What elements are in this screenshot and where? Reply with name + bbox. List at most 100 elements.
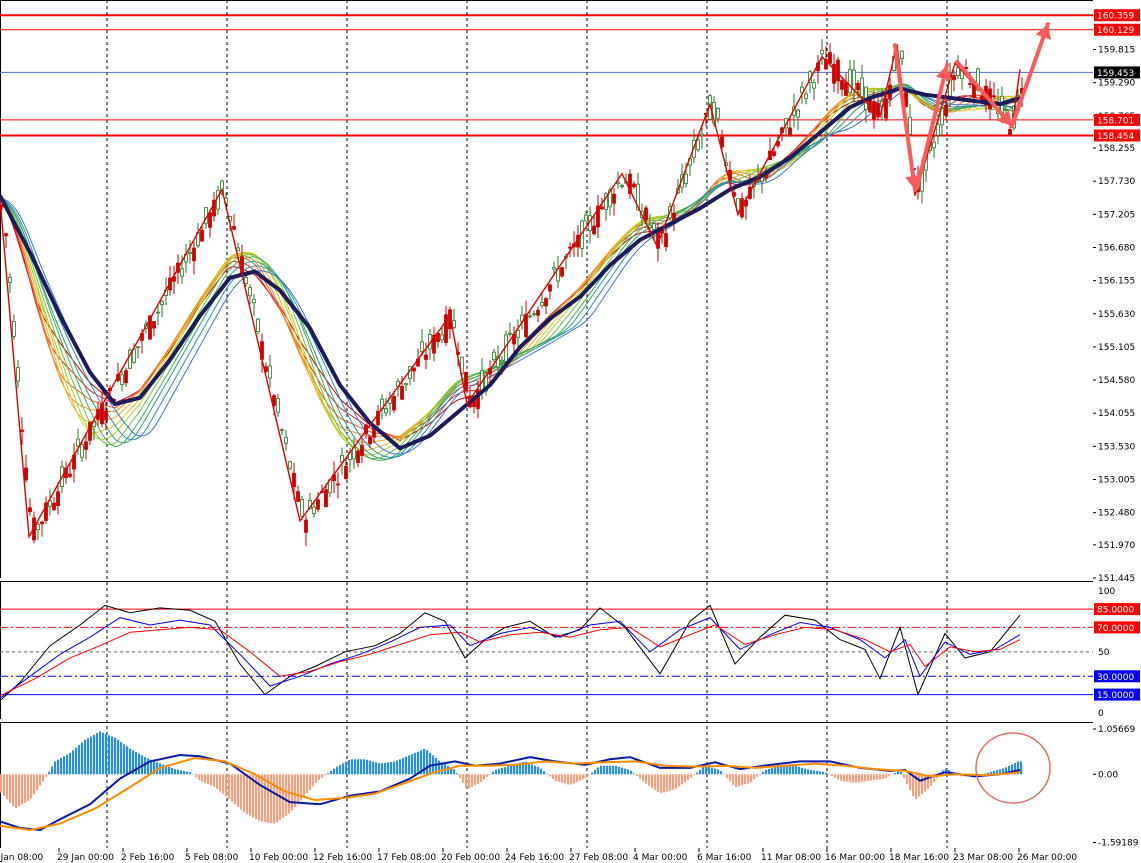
candle-body[interactable] — [20, 429, 24, 432]
candle-body[interactable] — [8, 276, 12, 283]
candle-body[interactable] — [212, 199, 216, 217]
candle-body[interactable] — [652, 223, 656, 230]
candle-body[interactable] — [104, 410, 108, 421]
candle-body[interactable] — [304, 519, 308, 533]
candle-body[interactable] — [44, 502, 48, 521]
candle-body[interactable] — [976, 68, 980, 91]
candle-body[interactable] — [120, 374, 124, 386]
candle-body[interactable] — [288, 461, 292, 469]
candle-body[interactable] — [404, 383, 408, 386]
candle-body[interactable] — [312, 506, 316, 514]
candle-body[interactable] — [252, 298, 256, 304]
candle-body[interactable] — [128, 349, 132, 369]
candle-body[interactable] — [344, 465, 348, 480]
candle-body[interactable] — [272, 395, 276, 406]
candle-body[interactable] — [552, 266, 556, 270]
candle-body[interactable] — [356, 450, 360, 463]
candle-body[interactable] — [268, 365, 272, 379]
candle-body[interactable] — [884, 98, 888, 119]
candle-body[interactable] — [36, 523, 40, 530]
candle-body[interactable] — [24, 467, 28, 481]
candle-body[interactable] — [968, 83, 972, 85]
candle-body[interactable] — [860, 77, 864, 98]
candle-body[interactable] — [92, 421, 96, 427]
candle-body[interactable] — [612, 193, 616, 204]
candle-body[interactable] — [28, 507, 32, 513]
candle-body[interactable] — [160, 301, 164, 305]
candle-body[interactable] — [280, 429, 284, 432]
candle-body[interactable] — [536, 309, 540, 316]
stochastic-pane[interactable] — [0, 581, 1094, 720]
candle-body[interactable] — [900, 50, 904, 60]
candle-body[interactable] — [992, 95, 996, 98]
candle-body[interactable] — [336, 483, 340, 486]
candle-body[interactable] — [648, 224, 652, 228]
candle-body[interactable] — [700, 133, 704, 137]
candle-body[interactable] — [460, 356, 464, 374]
candle-body[interactable] — [568, 246, 572, 249]
candle-body[interactable] — [804, 93, 808, 99]
candle-body[interactable] — [4, 233, 8, 237]
candle-body[interactable] — [452, 320, 456, 328]
candle-body[interactable] — [220, 180, 224, 194]
candle-body[interactable] — [592, 225, 596, 235]
candle-body[interactable] — [952, 75, 956, 81]
candle-body[interactable] — [232, 226, 236, 230]
candle-body[interactable] — [596, 205, 600, 228]
candle-body[interactable] — [620, 184, 624, 187]
candle-body[interactable] — [516, 330, 520, 338]
candle-body[interactable] — [300, 498, 304, 517]
candle-body[interactable] — [208, 212, 212, 228]
candle-body[interactable] — [412, 367, 416, 372]
candle-body[interactable] — [384, 408, 388, 414]
candle-body[interactable] — [276, 398, 280, 413]
candle-body[interactable] — [424, 354, 428, 360]
candle-body[interactable] — [844, 81, 848, 96]
candle-body[interactable] — [444, 314, 448, 343]
candle-body[interactable] — [1008, 128, 1012, 136]
candle-body[interactable] — [136, 346, 140, 349]
candle-body[interactable] — [148, 315, 152, 340]
candle-body[interactable] — [200, 229, 204, 242]
candle-body[interactable] — [52, 502, 56, 511]
candle-body[interactable] — [324, 489, 328, 508]
price-pane[interactable] — [0, 0, 1094, 579]
candle-body[interactable] — [836, 59, 840, 82]
candle-body[interactable] — [616, 181, 620, 185]
candle-body[interactable] — [800, 86, 804, 94]
candle-body[interactable] — [832, 64, 836, 84]
candle-body[interactable] — [628, 173, 632, 194]
candle-body[interactable] — [188, 251, 192, 255]
candle-body[interactable] — [944, 105, 948, 116]
candle-body[interactable] — [476, 390, 480, 409]
candle-body[interactable] — [360, 445, 364, 456]
candle-body[interactable] — [604, 193, 608, 210]
candle-body[interactable] — [544, 298, 548, 307]
candle-body[interactable] — [316, 499, 320, 510]
candle-body[interactable] — [492, 351, 496, 361]
candle-body[interactable] — [124, 370, 128, 384]
candle-body[interactable] — [696, 139, 700, 151]
candle-body[interactable] — [852, 69, 856, 91]
candle-body[interactable] — [432, 334, 436, 354]
candle-body[interactable] — [440, 334, 444, 341]
candle-body[interactable] — [436, 332, 440, 342]
candle-body[interactable] — [76, 438, 80, 447]
candle-body[interactable] — [548, 284, 552, 292]
candle-body[interactable] — [296, 491, 300, 502]
candle-body[interactable] — [608, 189, 612, 208]
candle-body[interactable] — [788, 127, 792, 136]
candle-body[interactable] — [644, 207, 648, 221]
candle-body[interactable] — [292, 472, 296, 488]
candle-body[interactable] — [16, 367, 20, 382]
candle-body[interactable] — [340, 455, 344, 463]
candle-body[interactable] — [956, 67, 960, 77]
candle-body[interactable] — [828, 52, 832, 64]
candle-body[interactable] — [936, 124, 940, 136]
candle-body[interactable] — [244, 276, 248, 284]
candle-body[interactable] — [400, 386, 404, 400]
candle-body[interactable] — [80, 444, 84, 458]
candle-body[interactable] — [528, 315, 532, 318]
candle-body[interactable] — [636, 183, 640, 211]
